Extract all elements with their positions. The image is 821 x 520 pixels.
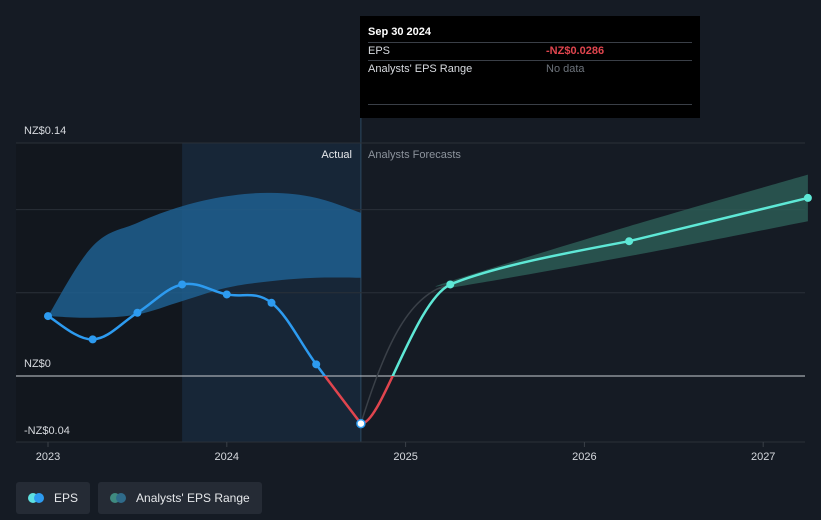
tooltip-eps-label: EPS bbox=[368, 45, 391, 57]
tooltip-row-range: Analysts' EPS Range No data bbox=[368, 60, 692, 78]
eps-actual-point-5 bbox=[267, 298, 276, 307]
actual-range-band bbox=[48, 192, 361, 318]
x-tick-label-2023: 2023 bbox=[36, 451, 60, 463]
legend-item-range[interactable]: Analysts' EPS Range bbox=[98, 482, 262, 514]
actual-label: Actual bbox=[321, 149, 352, 161]
eps-actual-point-6 bbox=[312, 360, 321, 369]
eps-tooltip: Sep 30 2024 EPS -NZ$0.0286 Analysts' EPS… bbox=[360, 16, 700, 118]
x-tick-label-2026: 2026 bbox=[572, 451, 596, 463]
tooltip-range-label: Analysts' EPS Range bbox=[368, 63, 473, 75]
eps-actual-point-4 bbox=[222, 290, 231, 299]
eps-forecast-negative-line bbox=[360, 376, 395, 425]
forecast-ghost-connector bbox=[360, 283, 451, 424]
y-tick-label-top: NZ$0.14 bbox=[24, 125, 66, 137]
chart-legend: EPS Analysts' EPS Range bbox=[16, 482, 262, 514]
tooltip-date: Sep 30 2024 bbox=[368, 26, 431, 38]
eps-actual-point-3 bbox=[178, 280, 187, 289]
forecast-range-band bbox=[435, 174, 808, 290]
x-tick-label-2027: 2027 bbox=[751, 451, 775, 463]
legend-range-label: Analysts' EPS Range bbox=[136, 491, 250, 505]
eps-forecast-point-2 bbox=[803, 193, 812, 202]
tooltip-row-eps: EPS -NZ$0.0286 bbox=[368, 42, 692, 60]
eps-forecast-point-0 bbox=[446, 280, 455, 289]
x-tick-label-2025: 2025 bbox=[393, 451, 417, 463]
eps-actual-point-0 bbox=[44, 312, 52, 321]
range-legend-icon bbox=[110, 493, 128, 503]
eps-actual-point-2 bbox=[133, 308, 142, 317]
tooltip-divider bbox=[368, 104, 692, 105]
forecast-label: Analysts Forecasts bbox=[368, 149, 461, 161]
legend-item-eps[interactable]: EPS bbox=[16, 482, 91, 514]
eps-actual-point-1 bbox=[88, 335, 97, 344]
x-tick-label-2024: 2024 bbox=[215, 451, 239, 463]
tooltip-range-value: No data bbox=[546, 63, 585, 75]
eps-forecast-point-1 bbox=[625, 237, 634, 246]
legend-eps-label: EPS bbox=[54, 491, 79, 505]
tooltip-eps-value: -NZ$0.0286 bbox=[546, 45, 605, 57]
y-tick-label-zero: NZ$0 bbox=[24, 358, 51, 370]
eps-legend-icon bbox=[28, 493, 46, 503]
eps-actual-point-7 bbox=[356, 418, 366, 429]
y-tick-label-bottom: -NZ$0.04 bbox=[24, 425, 70, 437]
